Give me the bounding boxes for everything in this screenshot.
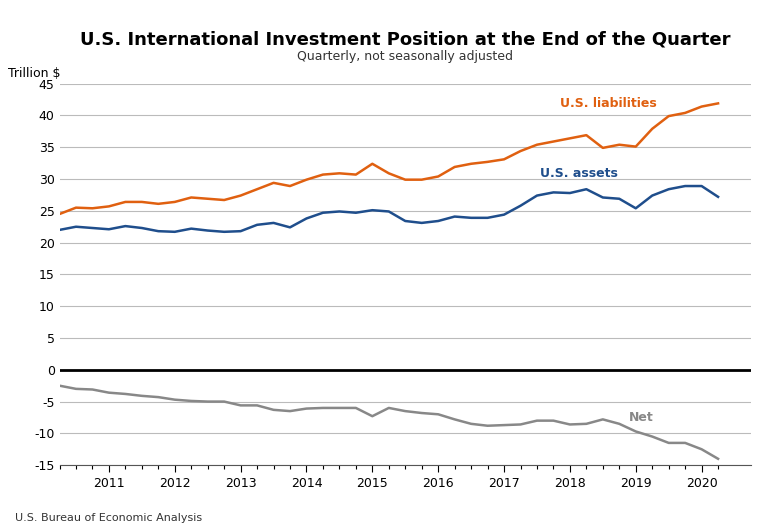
Text: U.S. liabilities: U.S. liabilities (560, 97, 656, 110)
Text: U.S. Bureau of Economic Analysis: U.S. Bureau of Economic Analysis (15, 513, 202, 523)
Text: U.S. assets: U.S. assets (540, 167, 618, 180)
Title: U.S. International Investment Position at the End of the Quarter: U.S. International Investment Position a… (80, 31, 731, 49)
Text: Net: Net (629, 411, 654, 424)
Text: Trillion $: Trillion $ (8, 67, 61, 80)
Text: Quarterly, not seasonally adjusted: Quarterly, not seasonally adjusted (297, 49, 513, 63)
